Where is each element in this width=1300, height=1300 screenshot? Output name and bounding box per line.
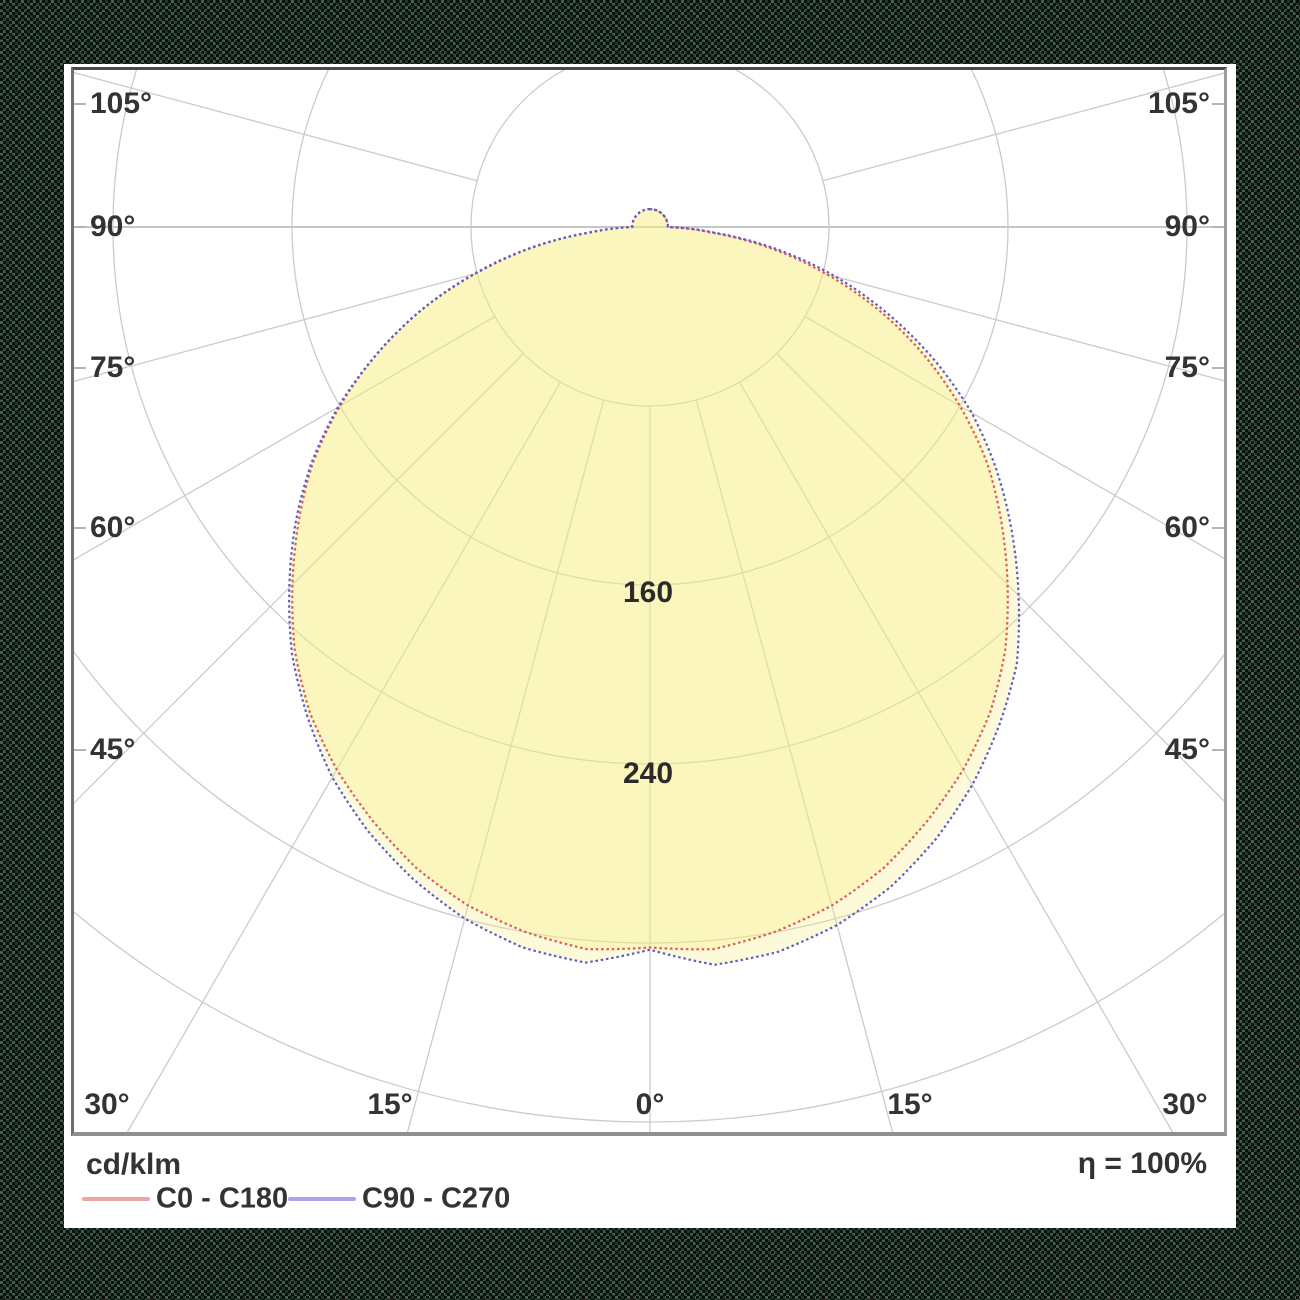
efficiency-label: η = 100% bbox=[1077, 1147, 1207, 1180]
angle-label-right-105: 105° bbox=[1147, 87, 1210, 120]
ring-value-label-240: 240 bbox=[622, 757, 674, 790]
polar-plot-frame bbox=[71, 67, 1227, 1136]
legend-label-c0-c180: C0 - C180 bbox=[156, 1182, 289, 1215]
angle-label-right-90: 90° bbox=[1164, 210, 1210, 243]
angle-label-left-105: 105° bbox=[90, 87, 153, 120]
angle-label-bottom-30-right: 30° bbox=[1162, 1088, 1208, 1121]
angle-label-left-90: 90° bbox=[90, 210, 136, 243]
angle-label-left-60: 60° bbox=[90, 511, 136, 544]
polar-grid-and-curves bbox=[74, 70, 1224, 1132]
angle-label-right-60: 60° bbox=[1164, 511, 1210, 544]
units-label: cd/klm bbox=[86, 1148, 182, 1181]
angle-label-bottom-30-left: 30° bbox=[84, 1088, 130, 1121]
angle-label-left-75: 75° bbox=[90, 351, 136, 384]
angle-label-left-45: 45° bbox=[90, 733, 136, 766]
angle-label-right-75: 75° bbox=[1164, 351, 1210, 384]
ring-value-label-160: 160 bbox=[622, 576, 674, 609]
legend-line-c90-c270 bbox=[288, 1197, 356, 1201]
angle-label-bottom-0: 0° bbox=[635, 1088, 665, 1121]
legend-label-c90-c270: C90 - C270 bbox=[362, 1182, 511, 1215]
legend-line-c0-c180 bbox=[82, 1197, 150, 1201]
angle-label-right-45: 45° bbox=[1164, 733, 1210, 766]
angle-label-bottom-15-right: 15° bbox=[887, 1088, 933, 1121]
angle-label-bottom-15-left: 15° bbox=[367, 1088, 413, 1121]
